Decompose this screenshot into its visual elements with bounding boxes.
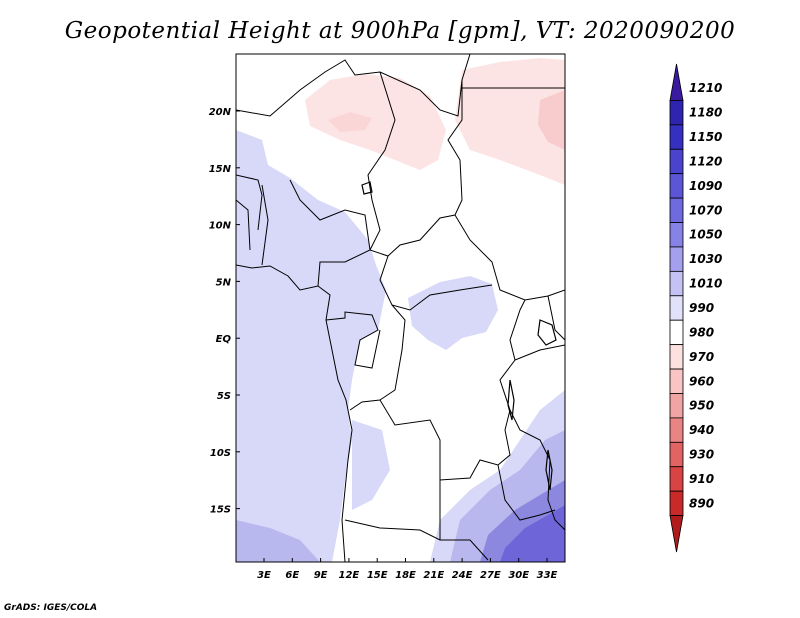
lat-label: EQ — [216, 334, 232, 345]
border-car — [379, 255, 493, 311]
credit-text: GrADS: IGES/COLA — [4, 603, 98, 613]
lake-victoria — [537, 319, 557, 346]
colorbar: 1210 1180 1150 1120 1090 1070 1050 1030 1010 990 9… — [669, 63, 722, 553]
lat-label: 5N — [216, 277, 232, 288]
colorbar-label: 890 — [689, 496, 714, 510]
lon-label: 30E — [508, 570, 529, 581]
colorbar-swatch — [669, 173, 684, 199]
colorbar-label: 960 — [689, 374, 714, 388]
lat-label: 10N — [209, 221, 232, 232]
lon-label: 9E — [314, 570, 328, 581]
map-frame — [235, 53, 566, 563]
field-blue-mid-sw — [236, 520, 320, 562]
lat-label: 15N — [209, 164, 232, 175]
colorbar-label: 1180 — [689, 106, 722, 120]
colorbar-swatch — [669, 368, 684, 394]
colorbar-swatch — [669, 393, 684, 419]
longitude-axis: 3E 6E 9E 12E 15E 18E 21E 24E 27E 30E 33E — [257, 558, 558, 581]
height-field — [236, 58, 565, 562]
colorbar-swatch — [669, 148, 684, 175]
field-pink-east — [455, 58, 565, 185]
lat-label: 5S — [217, 391, 231, 402]
colorbar-swatch — [669, 466, 684, 492]
coastline-west — [236, 264, 353, 562]
colorbar-swatch — [669, 124, 684, 150]
lake-malawi — [545, 449, 553, 491]
colorbar-label: 1150 — [689, 130, 722, 144]
field-lavender-southwest — [352, 420, 390, 510]
colorbar-label: 950 — [689, 399, 714, 413]
colorbar-top-arrow — [669, 63, 684, 101]
lon-label: 24E — [452, 570, 473, 581]
field-pink-north — [305, 74, 446, 170]
border-south — [439, 464, 556, 540]
colorbar-label: 1070 — [689, 203, 722, 217]
colorbar-label: 910 — [689, 472, 714, 486]
border-congo-gabon — [325, 311, 381, 369]
lakes — [361, 181, 557, 491]
lon-label: 15E — [367, 570, 388, 581]
colorbar-label: 1050 — [689, 228, 722, 242]
lon-label: 27E — [480, 570, 501, 581]
colorbar-label: 980 — [689, 325, 714, 339]
colorbar-label: 940 — [689, 423, 714, 437]
colorbar-label: 970 — [689, 350, 714, 364]
border-kenya — [547, 295, 565, 341]
colorbar-label: 990 — [689, 301, 714, 315]
latitude-axis: 20N 15N 10N 5N EQ 5S 10S 15S — [209, 107, 240, 516]
colorbar-swatch — [669, 417, 684, 443]
colorbar-label: 1090 — [689, 179, 722, 193]
field-blue-deep — [500, 505, 565, 562]
map-title: Geopotential Height at 900hPa [gpm], VT:… — [64, 18, 736, 44]
border-chad-sudan — [367, 71, 463, 257]
colorbar-label: 1210 — [689, 81, 722, 95]
colorbar-swatch — [669, 246, 684, 272]
border-west-africa — [236, 174, 263, 251]
border-angola-zambia — [344, 519, 489, 561]
colorbar-swatch — [669, 295, 684, 321]
colorbar-label: 930 — [689, 448, 714, 462]
lon-label: 6E — [285, 570, 299, 581]
colorbar-swatch — [669, 100, 684, 126]
colorbar-swatch — [669, 319, 684, 346]
lon-label: 3E — [257, 570, 271, 581]
lat-label: 15S — [210, 505, 231, 516]
colorbar-bottom-arrow — [669, 515, 684, 553]
lon-label: 18E — [395, 570, 416, 581]
lon-label: 21E — [423, 570, 444, 581]
colorbar-label: 1010 — [689, 277, 722, 291]
border-sahara — [236, 54, 471, 117]
border-drc — [349, 299, 526, 481]
lon-label: 12E — [339, 570, 360, 581]
colorbar-swatch — [669, 197, 684, 223]
border-nigeria-cameroon — [261, 179, 371, 287]
field-pink-east-core — [538, 90, 565, 150]
lat-label: 20N — [209, 107, 232, 118]
field-pink-north-core — [328, 112, 372, 132]
lat-label: 10S — [210, 448, 231, 459]
colorbar-swatch — [669, 441, 684, 468]
colorbar-swatch — [669, 490, 684, 516]
colorbar-swatch — [669, 270, 684, 297]
lake-tanganyika — [507, 379, 515, 421]
lake-chad — [361, 181, 373, 195]
country-borders — [236, 54, 565, 562]
colorbar-swatch — [669, 222, 684, 248]
colorbar-swatch — [669, 344, 684, 370]
colorbar-label: 1120 — [689, 154, 722, 168]
colorbar-label: 1030 — [689, 252, 722, 266]
lon-label: 33E — [537, 570, 558, 581]
